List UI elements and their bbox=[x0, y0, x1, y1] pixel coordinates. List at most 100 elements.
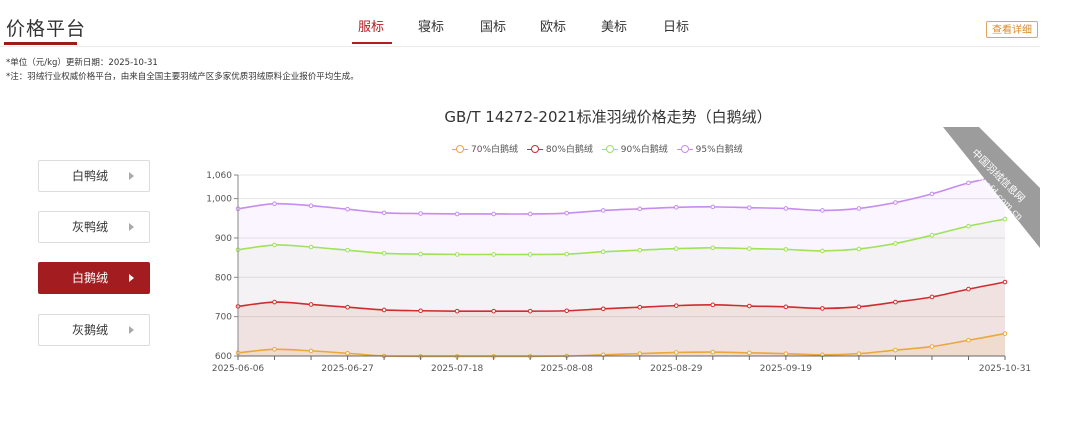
data-point-3-3 bbox=[345, 206, 350, 212]
data-point-3-17 bbox=[856, 206, 862, 211]
x-tick-label: 2025-08-08 bbox=[541, 364, 594, 374]
axes: 600 700 800 900 1,000 1,060 2025-06-06 2025-06-… bbox=[206, 171, 1031, 374]
series-line-0 bbox=[237, 332, 1006, 358]
data-point-2-1 bbox=[272, 242, 277, 248]
data-point-1-19 bbox=[929, 294, 935, 300]
legend-item-80[interactable]: 80%白鹅绒 bbox=[526, 142, 593, 155]
data-point-3-2 bbox=[308, 203, 314, 208]
legend-swatch-90 bbox=[601, 144, 618, 154]
data-point-1-18 bbox=[893, 299, 898, 305]
data-point-3-13 bbox=[710, 204, 716, 210]
y-tick-label: 700 bbox=[215, 313, 232, 323]
data-point-0-14 bbox=[747, 350, 752, 356]
data-point-2-16 bbox=[820, 248, 825, 254]
sidebar-item-label: 灰鸭绒 bbox=[71, 220, 108, 234]
tab-fubiao[interactable]: 服标 bbox=[358, 20, 385, 35]
legend-swatch-95 bbox=[676, 144, 693, 154]
sidebar-item-white-duck[interactable]: 白鸭绒 bbox=[38, 160, 150, 192]
data-point-3-11 bbox=[637, 206, 643, 212]
data-point-3-8 bbox=[527, 211, 533, 217]
data-point-2-11 bbox=[637, 247, 643, 253]
data-point-1-14 bbox=[747, 303, 752, 309]
chart-title: GB/T 14272-2021标准羽绒价格走势（白鹅绒） bbox=[444, 108, 772, 126]
sidebar-item-grey-duck[interactable]: 灰鸭绒 bbox=[38, 211, 150, 243]
data-point-3-6 bbox=[454, 211, 460, 217]
data-point-1-21 bbox=[1002, 279, 1008, 285]
x-tick-label: 2025-06-06 bbox=[212, 364, 265, 374]
data-point-1-1 bbox=[272, 299, 277, 305]
data-point-0-20 bbox=[966, 337, 971, 343]
series-line-1 bbox=[237, 281, 1006, 312]
tab-guobiao[interactable]: 国标 bbox=[480, 20, 507, 35]
data-point-1-7 bbox=[491, 308, 496, 314]
sidebar-item-label: 白鸭绒 bbox=[71, 169, 108, 183]
legend-item-90[interactable]: 90%白鹅绒 bbox=[601, 142, 668, 155]
sidebar-item-white-goose[interactable]: 白鹅绒 bbox=[38, 262, 150, 294]
legend-label-70: 70%白鹅绒 bbox=[471, 145, 519, 155]
y-tick-label: 600 bbox=[215, 352, 232, 362]
data-point-2-4 bbox=[381, 251, 387, 256]
data-point-0-13 bbox=[710, 349, 716, 355]
header-bar: 价格平台 服标 寝标 国标 欧标 美标 日标 查看详细 bbox=[0, 0, 1040, 47]
tab-qinbiao[interactable]: 寝标 bbox=[418, 20, 445, 35]
y-tick-label: 800 bbox=[215, 273, 232, 283]
legend-label-80: 80%白鹅绒 bbox=[545, 145, 593, 155]
data-point-2-12 bbox=[673, 246, 679, 251]
tab-oubiao[interactable]: 欧标 bbox=[540, 20, 567, 35]
data-point-3-7 bbox=[491, 211, 496, 217]
data-point-1-9 bbox=[564, 308, 570, 314]
data-point-0-2 bbox=[308, 348, 314, 354]
series-area-2 bbox=[238, 219, 1005, 356]
legend-swatch-80 bbox=[526, 144, 543, 154]
legend-item-95[interactable]: 95%白鹅绒 bbox=[676, 142, 743, 155]
x-tick-label: 2025-08-29 bbox=[650, 364, 703, 374]
chevron-right-icon bbox=[129, 172, 134, 180]
chevron-right-icon bbox=[129, 274, 134, 282]
y-tick-label: 1,000 bbox=[206, 195, 232, 205]
data-point-3-4 bbox=[381, 210, 387, 216]
active-tab-underline bbox=[352, 42, 392, 44]
data-point-1-4 bbox=[381, 307, 387, 313]
data-point-1-12 bbox=[673, 303, 679, 308]
data-point-0-15 bbox=[783, 351, 789, 356]
data-point-2-14 bbox=[747, 246, 752, 251]
chevron-right-icon bbox=[129, 223, 134, 231]
data-point-1-5 bbox=[418, 308, 423, 314]
tab-ribiao[interactable]: 日标 bbox=[663, 20, 690, 35]
legend-swatch-70 bbox=[452, 144, 468, 154]
tab-meibiao[interactable]: 美标 bbox=[601, 20, 628, 35]
watermark-band bbox=[943, 127, 1040, 248]
data-point-2-18 bbox=[893, 241, 898, 246]
sidebar-item-grey-goose[interactable]: 灰鹅绒 bbox=[38, 314, 150, 346]
data-point-1-15 bbox=[783, 304, 789, 310]
legend-item-70[interactable]: 70%白鹅绒 bbox=[452, 142, 518, 155]
x-tick-label: 2025-06-27 bbox=[321, 364, 373, 374]
remark-note: *注：羽绒行业权威价格平台，由来自全国主要羽绒产区多家优质羽绒原料企业报价平均生… bbox=[6, 72, 359, 82]
data-point-2-21 bbox=[1002, 216, 1008, 222]
data-point-1-13 bbox=[710, 302, 716, 308]
data-point-1-8 bbox=[527, 308, 533, 314]
legend-label-90: 90%白鹅绒 bbox=[620, 145, 668, 155]
data-point-2-6 bbox=[454, 252, 460, 257]
data-point-3-18 bbox=[893, 200, 898, 205]
data-point-0-19 bbox=[929, 344, 935, 349]
series-line-2 bbox=[237, 218, 1006, 256]
data-point-0-3 bbox=[345, 350, 350, 356]
data-point-3-1 bbox=[272, 201, 277, 207]
x-tick-label: 2025-07-18 bbox=[431, 364, 484, 374]
view-details-button[interactable]: 查看详细 bbox=[986, 21, 1038, 38]
page-title: 价格平台 bbox=[6, 18, 87, 40]
series-lines bbox=[237, 174, 1006, 358]
data-point-0-12 bbox=[673, 350, 679, 355]
data-point-3-14 bbox=[747, 205, 752, 210]
x-tick-label: 2025-09-19 bbox=[760, 364, 813, 374]
data-point-2-9 bbox=[564, 251, 570, 257]
data-point-1-20 bbox=[966, 286, 971, 292]
data-point-3-19 bbox=[929, 191, 935, 197]
sidebar-item-label: 白鹅绒 bbox=[71, 271, 108, 285]
series-line-3 bbox=[237, 174, 1006, 215]
data-point-2-19 bbox=[929, 232, 935, 238]
data-point-1-10 bbox=[600, 306, 606, 312]
legend-label-95: 95%白鹅绒 bbox=[695, 145, 743, 155]
